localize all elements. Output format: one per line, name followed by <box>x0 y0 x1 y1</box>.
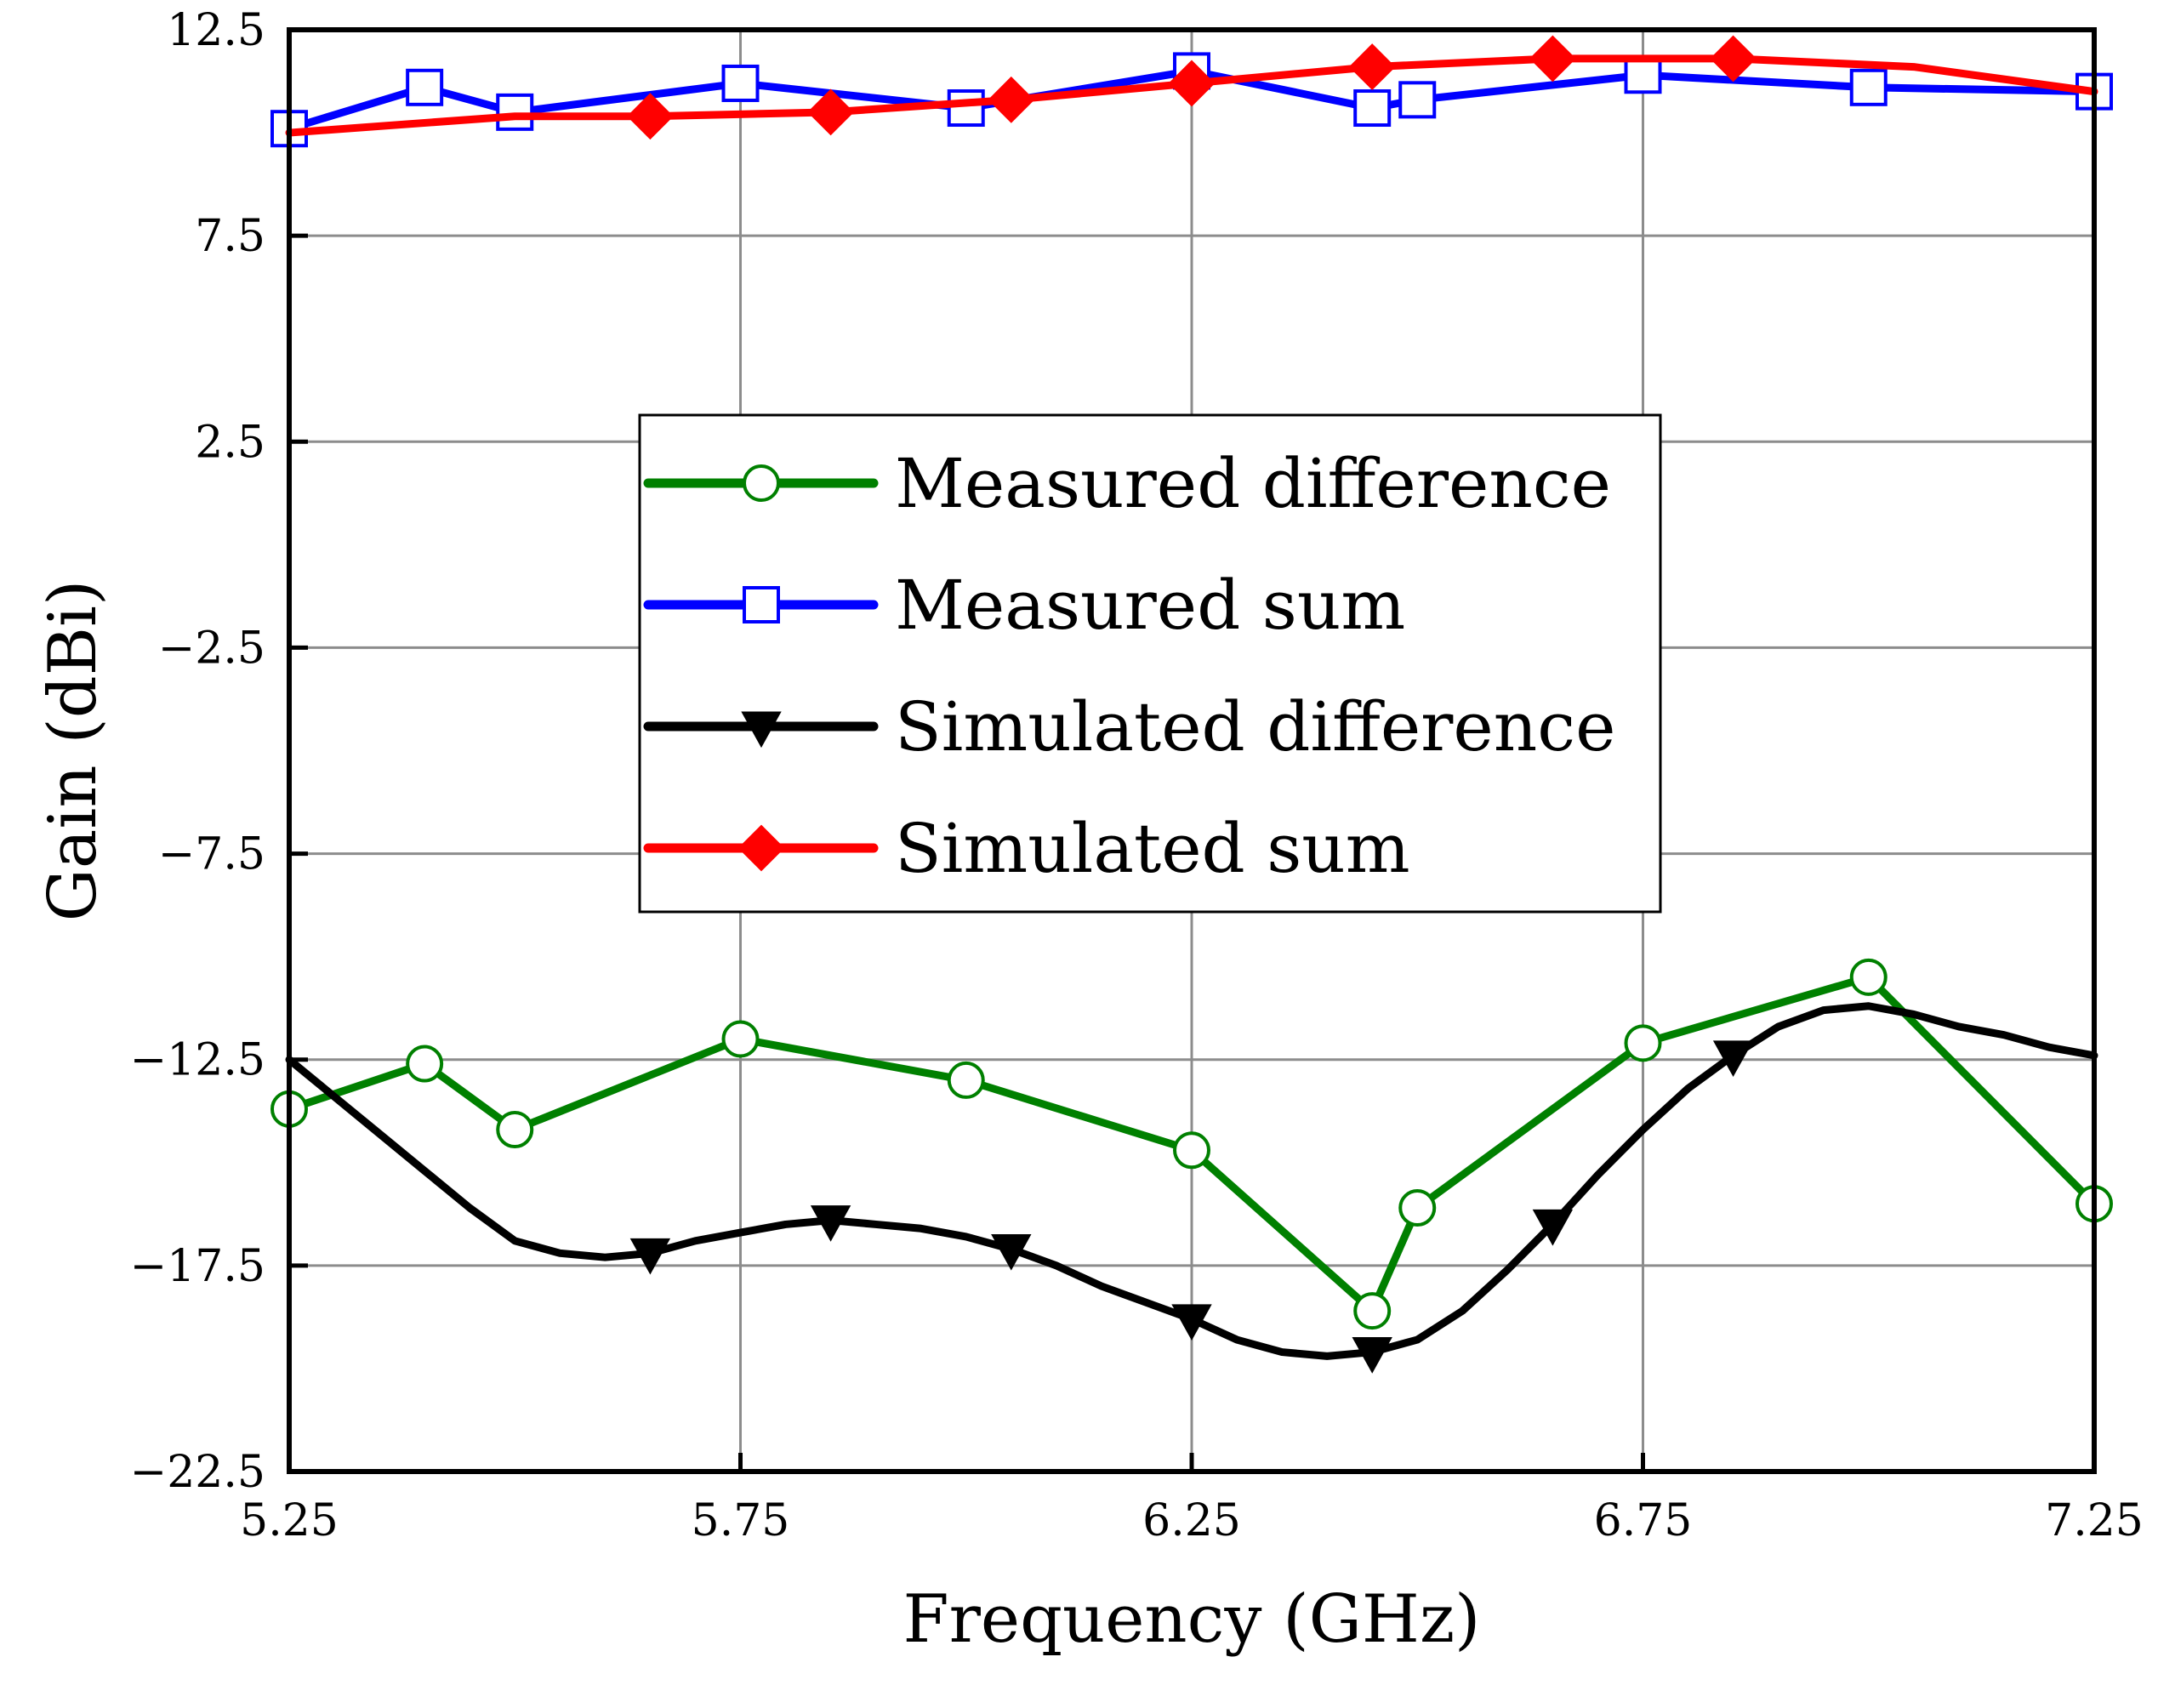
legend-item: Simulated sum <box>643 809 1410 888</box>
y-tick-label: −2.5 <box>158 623 265 674</box>
data-point <box>721 64 760 102</box>
data-point <box>1712 1040 1754 1078</box>
legend-label: Simulated sum <box>895 809 1410 888</box>
y-tick-label: 12.5 <box>167 5 265 56</box>
legend: Measured difference Measured sum Simulated… <box>638 413 1662 914</box>
data-point <box>626 93 674 140</box>
data-point <box>1624 56 1662 94</box>
data-point <box>810 1205 851 1242</box>
data-point <box>406 68 444 106</box>
data-point <box>947 89 985 128</box>
series-simulated-difference <box>285 1002 2098 1374</box>
data-point <box>988 76 1035 123</box>
series-simulated-sum <box>285 35 2098 140</box>
legend-item: Measured sum <box>643 566 1405 645</box>
data-point <box>1352 1337 1392 1374</box>
data-point <box>496 93 534 131</box>
data-point <box>1398 1189 1437 1227</box>
legend-marker <box>741 711 782 749</box>
x-tick-label: 5.25 <box>240 1495 339 1546</box>
data-point <box>496 1111 534 1149</box>
data-point <box>1168 60 1216 107</box>
x-tick-label: 6.25 <box>1142 1495 1241 1546</box>
x-tick-label: 6.75 <box>1594 1495 1693 1546</box>
legend-item: Simulated difference <box>643 687 1615 766</box>
legend-marker <box>743 464 780 502</box>
data-point <box>629 1238 671 1275</box>
data-point <box>1173 1131 1210 1170</box>
y-tick-label: 7.5 <box>195 211 265 262</box>
data-point <box>1529 35 1576 83</box>
legend-marker <box>737 824 785 872</box>
data-point <box>721 1020 760 1058</box>
data-point <box>1849 68 1888 106</box>
x-axis-title: Frequency (GHz) <box>903 1581 1481 1658</box>
legend-label: Measured difference <box>895 444 1611 523</box>
legend-marker <box>743 586 780 623</box>
data-point <box>1398 81 1437 119</box>
data-point <box>1624 1024 1662 1062</box>
data-point <box>1171 1304 1212 1341</box>
y-tick-label: −22.5 <box>130 1447 265 1498</box>
data-point <box>807 88 855 136</box>
legend-label: Simulated difference <box>895 687 1615 766</box>
data-point <box>1849 958 1888 996</box>
y-axis-title: Gain (dBi) <box>35 580 111 922</box>
data-point <box>1353 89 1392 128</box>
y-tick-label: −12.5 <box>130 1035 265 1086</box>
data-point <box>406 1045 444 1083</box>
series-group <box>270 35 2113 1374</box>
data-point <box>947 1061 985 1099</box>
legend-item: Measured difference <box>643 444 1611 523</box>
legend-box <box>638 413 1662 914</box>
y-tick-label: −17.5 <box>130 1241 265 1292</box>
data-point <box>1348 43 1396 90</box>
legend-label: Measured sum <box>895 566 1405 645</box>
axis-ticks: 5.25 5.75 6.25 6.75 7.25 12.5 7.5 2.5 −2.5 −7.5 −1… <box>130 5 2144 1546</box>
data-point <box>1710 35 1757 83</box>
data-point <box>1353 1292 1392 1330</box>
data-point <box>991 1233 1032 1271</box>
y-tick-label: −7.5 <box>158 829 265 880</box>
y-tick-label: 2.5 <box>195 417 265 468</box>
data-point <box>1532 1209 1574 1246</box>
x-tick-label: 5.75 <box>692 1495 790 1546</box>
x-tick-label: 7.25 <box>2045 1495 2144 1546</box>
